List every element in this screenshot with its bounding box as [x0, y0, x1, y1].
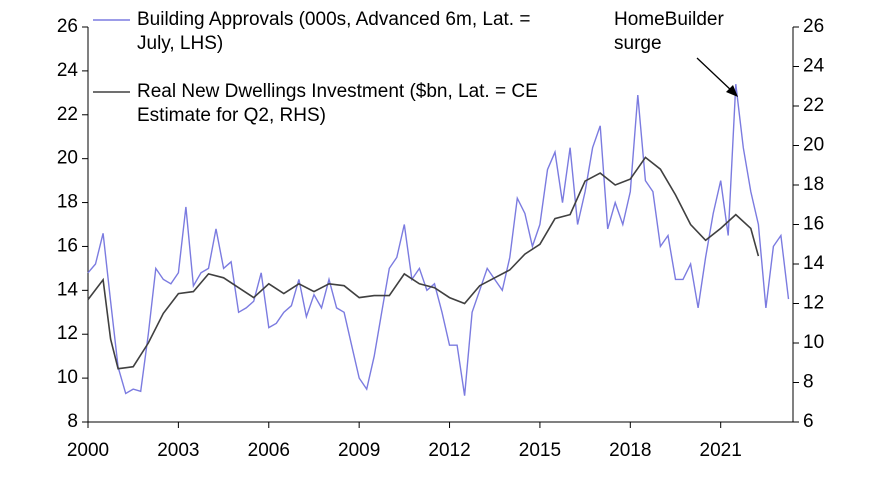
y2-tick-label: 6	[803, 411, 814, 432]
data-line	[87, 156, 760, 370]
y-tick-label: 8	[67, 411, 78, 432]
y-tick-label: 22	[57, 104, 78, 125]
y2-tick-label: 22	[803, 95, 824, 116]
x-tick-label: 2018	[609, 440, 651, 461]
y-tick-label: 10	[57, 367, 78, 388]
x-tick-label: 2012	[428, 440, 470, 461]
x-tick-label: 2015	[519, 440, 561, 461]
data-line	[87, 84, 790, 396]
y2-tick-label: 26	[803, 16, 824, 37]
annotation: HomeBuilder surge	[614, 9, 724, 54]
y-tick-label: 12	[57, 323, 78, 344]
y-tick-label: 20	[57, 148, 78, 169]
y-tick-label: 18	[57, 192, 78, 213]
y2-tick-label: 12	[803, 293, 824, 314]
y-tick-label: 16	[57, 235, 78, 256]
y2-tick-label: 24	[803, 56, 825, 77]
x-tick-label: 2000	[67, 440, 109, 461]
y2-tick-label: 18	[803, 174, 824, 195]
x-tick-label: 2006	[248, 440, 290, 461]
y2-tick-label: 14	[803, 253, 825, 274]
y2-tick-label: 8	[803, 372, 814, 393]
y2-tick-label: 10	[803, 332, 824, 353]
y2-tick-label: 20	[803, 135, 824, 156]
y-tick-label: 14	[57, 279, 79, 300]
x-tick-label: 2003	[157, 440, 199, 461]
x-tick-label: 2009	[338, 440, 380, 461]
y-tick-label: 26	[57, 16, 78, 37]
annotation-arrowhead	[726, 85, 738, 97]
annotation-arrow	[696, 57, 734, 93]
legend-label: Real New Dwellings Investment ($bn, Lat.…	[137, 81, 538, 126]
x-tick-label: 2021	[700, 440, 742, 461]
legend-label: Building Approvals (000s, Advanced 6m, L…	[137, 9, 531, 54]
y2-tick-label: 16	[803, 214, 824, 235]
y-tick-label: 24	[57, 60, 79, 81]
